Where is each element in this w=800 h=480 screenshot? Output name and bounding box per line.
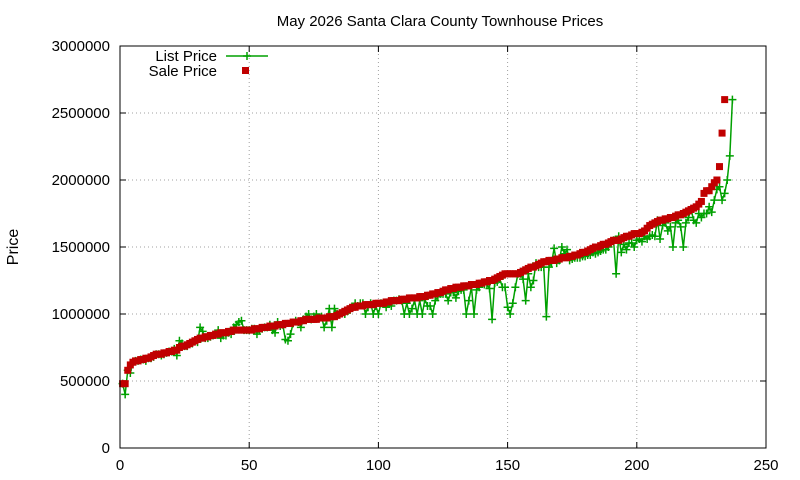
list-price-point — [720, 189, 729, 198]
y-tick-label: 0 — [102, 440, 110, 457]
x-tick-label: 0 — [116, 457, 124, 474]
list-price-point — [361, 310, 370, 318]
list-price-point — [405, 310, 414, 318]
list-price-point — [627, 238, 636, 247]
list-price-point — [196, 323, 205, 332]
y-axis-label: Price — [5, 229, 22, 266]
sale-price-point — [715, 163, 723, 171]
list-price-point — [464, 296, 473, 305]
legend-marker-sale-price — [242, 67, 249, 74]
list-price-point — [663, 226, 672, 235]
y-tick-label: 1500000 — [52, 239, 110, 256]
list-price-point — [286, 330, 295, 339]
x-tick-label: 200 — [624, 457, 649, 474]
chart-title: May 2026 Santa Clara County Townhouse Pr… — [277, 13, 604, 30]
list-price-point — [563, 245, 572, 254]
list-price-point — [656, 234, 665, 243]
list-price-point — [501, 283, 510, 292]
list-price-point — [374, 310, 383, 318]
list-price-point — [650, 232, 659, 241]
sale-price-point — [721, 96, 729, 104]
list-price-point — [681, 218, 690, 227]
list-price-point — [426, 301, 435, 310]
plot-frame — [119, 45, 767, 449]
sale-price-point — [705, 187, 713, 195]
list-price-point — [710, 196, 719, 205]
y-tick-label: 2000000 — [52, 172, 110, 189]
list-price-point — [622, 245, 631, 254]
sale-price-point — [718, 129, 726, 137]
list-price-point — [327, 323, 336, 332]
list-price-point — [542, 312, 551, 321]
list-price-point — [557, 243, 566, 251]
list-price-point — [237, 316, 246, 325]
x-tick-label: 150 — [495, 457, 520, 474]
list-price-point — [679, 243, 688, 251]
list-price-point — [668, 243, 677, 251]
list-price-point — [488, 315, 497, 324]
list-price-point — [702, 209, 711, 218]
list-price-point — [485, 284, 494, 293]
series-markers-sale-price — [119, 96, 729, 388]
list-price-point — [521, 296, 530, 305]
legend-label-list-price: List Price — [155, 48, 217, 65]
list-price-point — [697, 213, 706, 222]
list-price-point — [612, 269, 621, 278]
list-price-point — [503, 303, 512, 312]
list-price-point — [462, 310, 471, 318]
x-tick-label: 250 — [753, 457, 778, 474]
list-price-point — [271, 328, 280, 337]
list-price-point — [431, 296, 440, 305]
x-tick-label: 100 — [366, 457, 391, 474]
legend-label-sale-price: Sale Price — [149, 63, 217, 80]
y-tick-label: 1000000 — [52, 306, 110, 323]
list-price-point — [676, 222, 685, 231]
list-price-point — [723, 176, 732, 184]
list-price-point — [692, 218, 701, 227]
list-price-point — [506, 310, 515, 318]
y-tick-label: 3000000 — [52, 38, 110, 55]
list-price-point — [637, 237, 646, 246]
sale-price-point — [708, 183, 716, 191]
list-price-point — [444, 296, 453, 305]
list-price-point — [407, 304, 416, 313]
list-price-point — [526, 283, 535, 292]
list-price-point — [630, 243, 639, 251]
sale-price-point — [713, 176, 721, 184]
legend-marker-list-price — [243, 52, 251, 60]
list-price-point — [617, 248, 626, 257]
list-price-point — [715, 182, 724, 191]
list-price-point — [707, 208, 716, 217]
list-price-point — [511, 283, 520, 292]
sale-price-point — [121, 380, 129, 388]
list-price-point — [666, 222, 675, 231]
list-price-point — [728, 95, 737, 104]
list-price-point — [705, 202, 714, 211]
list-price-point — [470, 310, 479, 318]
y-tick-label: 2500000 — [52, 105, 110, 122]
list-price-point — [519, 275, 528, 284]
list-price-point — [320, 323, 329, 332]
y-axis: 0 500000 1000000 1500000 2000000 2500000 30000… — [52, 38, 766, 457]
y-tick-label: 500000 — [60, 373, 110, 390]
list-price-point — [725, 151, 734, 160]
plot-area — [118, 95, 737, 399]
list-price-point — [121, 390, 130, 399]
list-price-point — [718, 196, 727, 205]
legend: List Price Sale Price — [149, 48, 268, 80]
list-price-point — [529, 276, 538, 285]
list-price-point — [550, 244, 559, 253]
list-price-point — [428, 310, 437, 318]
list-price-point — [508, 299, 517, 308]
legend-plus-glyph — [243, 52, 251, 60]
x-tick-label: 50 — [241, 457, 258, 474]
sale-price-point — [697, 197, 705, 205]
list-price-point — [451, 293, 460, 302]
list-price-point — [330, 304, 339, 313]
list-price-point — [283, 336, 292, 345]
list-price-point — [418, 310, 427, 318]
sale-price-point — [124, 366, 132, 374]
